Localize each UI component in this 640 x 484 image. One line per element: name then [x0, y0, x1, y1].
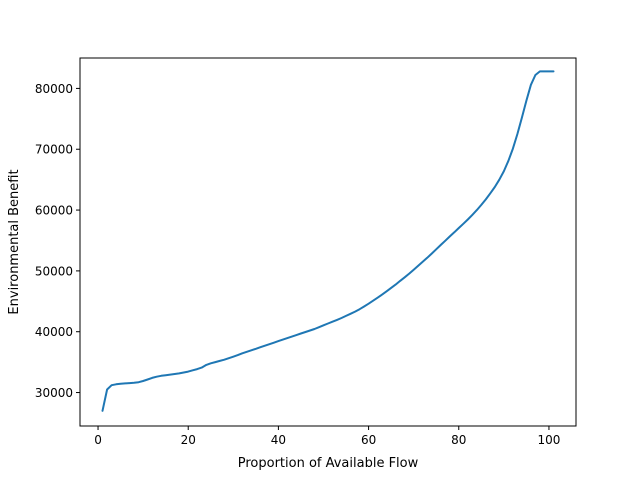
plot-frame: [79, 57, 577, 427]
y-tick-label: 40000: [35, 325, 73, 339]
series-line: [101, 70, 555, 412]
y-axis-label: Environmental Benefit: [7, 169, 22, 314]
y-tick-label: 70000: [35, 143, 73, 157]
y-tick-label: 50000: [35, 264, 73, 278]
x-tick-label: 60: [361, 433, 376, 447]
y-tick-label: 60000: [35, 204, 73, 218]
x-tick-label: 40: [271, 433, 286, 447]
x-axis-ticks: 0 20 40 60 80 100: [94, 426, 560, 447]
x-tick-label: 100: [537, 433, 560, 447]
x-tick-label: 0: [94, 433, 102, 447]
series-layer: [101, 70, 555, 412]
y-tick-label: 30000: [35, 386, 73, 400]
y-axis-ticks: 30000 40000 50000 60000 70000 80000: [35, 82, 80, 400]
y-tick-label: 80000: [35, 82, 73, 96]
x-axis-label: Proportion of Available Flow: [238, 456, 419, 471]
x-tick-label: 20: [181, 433, 196, 447]
x-tick-label: 80: [451, 433, 466, 447]
